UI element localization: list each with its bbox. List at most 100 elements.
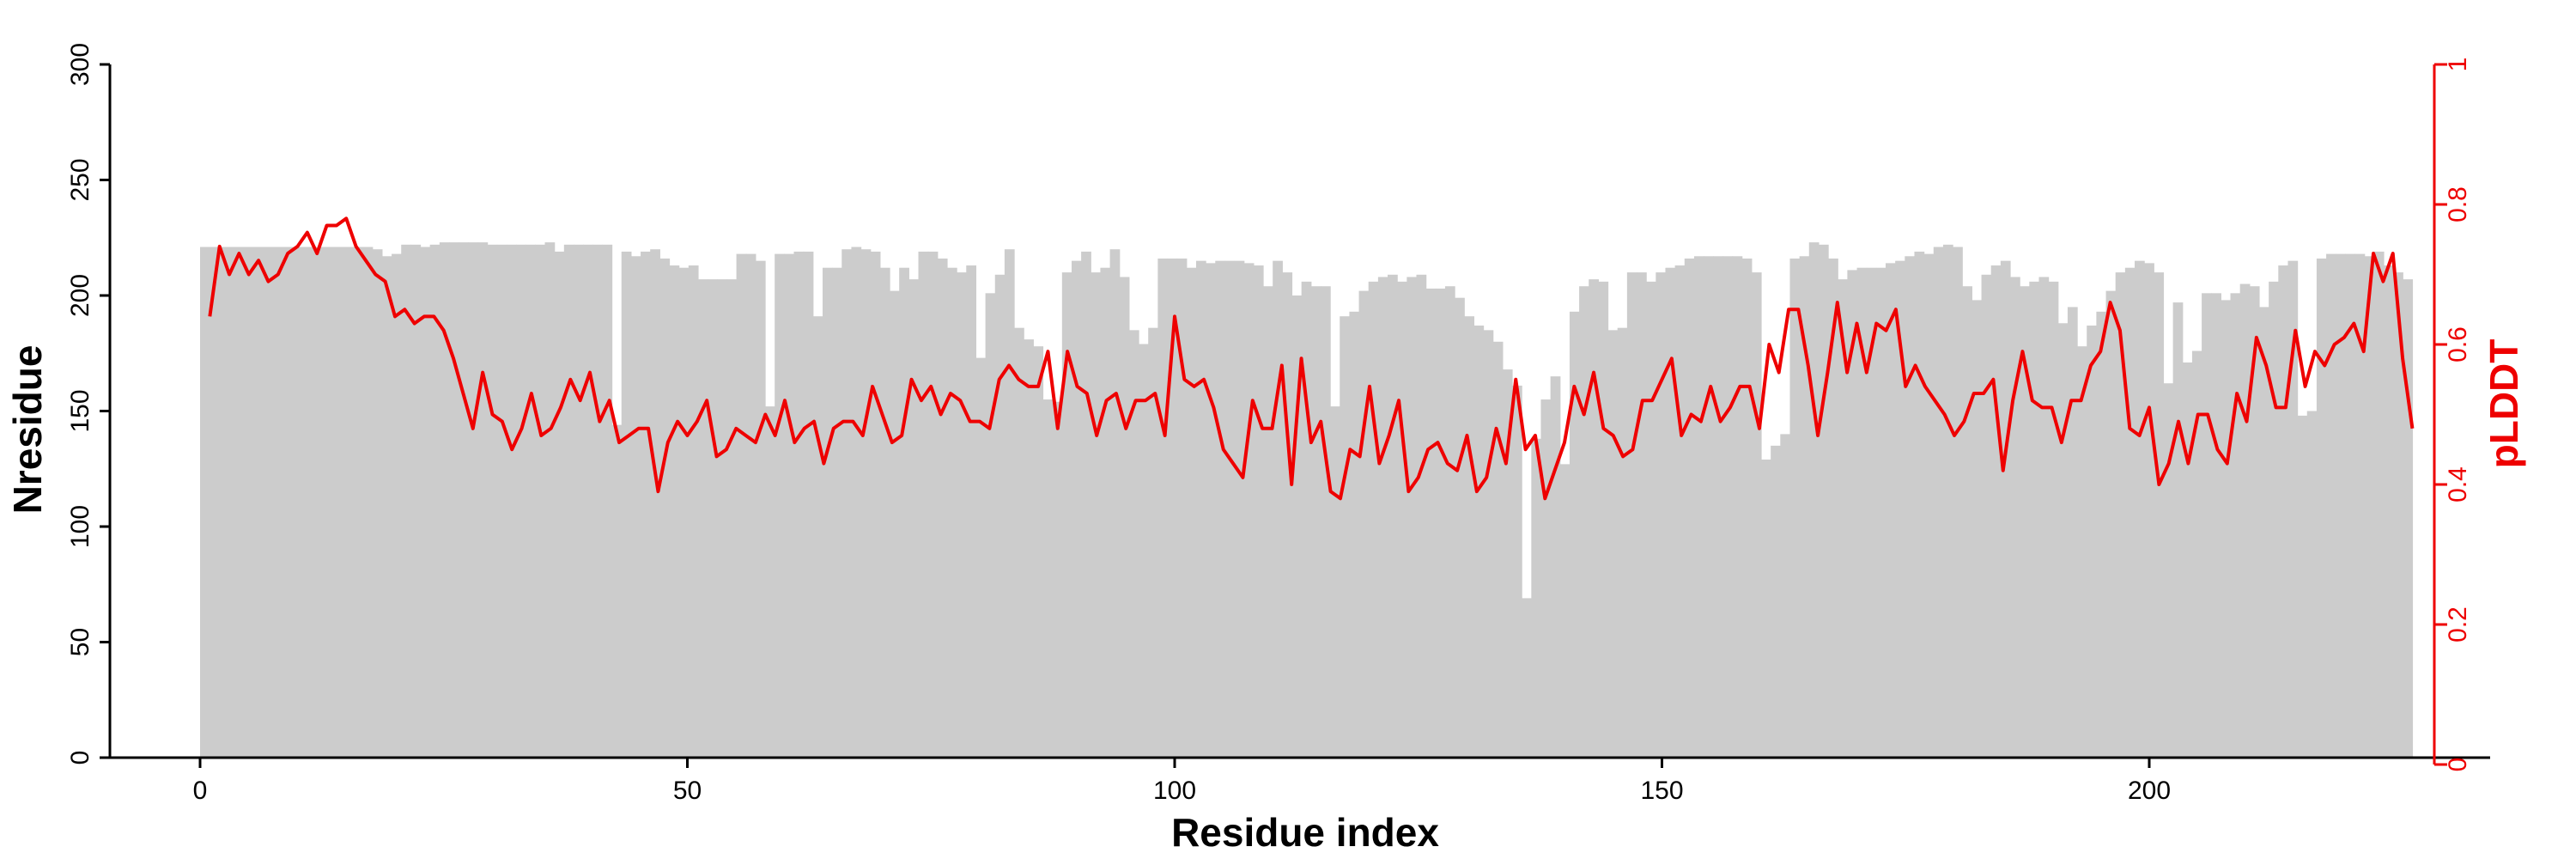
y-tick-label: 150 — [66, 389, 94, 432]
bar — [1483, 330, 1494, 758]
bar — [2154, 272, 2165, 758]
bar — [334, 247, 344, 758]
bar — [343, 247, 355, 758]
bar — [1425, 288, 1437, 758]
bar — [573, 244, 584, 758]
bar — [832, 267, 842, 758]
bar — [1656, 272, 1667, 758]
bar — [1061, 272, 1072, 758]
bar — [1866, 267, 1877, 758]
bar — [641, 251, 651, 758]
bar — [793, 251, 805, 758]
x-tick-label: 200 — [2128, 777, 2171, 805]
bar — [927, 251, 939, 758]
bar — [1598, 281, 1609, 758]
bar — [1081, 251, 1091, 758]
bar — [1512, 385, 1522, 758]
bar — [487, 244, 498, 758]
bar — [669, 265, 680, 758]
bar — [1263, 286, 1273, 758]
bar — [1540, 399, 1552, 758]
bar — [1522, 598, 1532, 758]
bar — [957, 272, 967, 758]
bar — [812, 316, 823, 758]
bar — [1195, 260, 1206, 758]
bar — [1847, 270, 1858, 758]
bar — [611, 424, 623, 758]
bar — [2373, 251, 2385, 758]
bar — [775, 253, 785, 758]
bar — [583, 244, 593, 758]
x-axis-title: Residue index — [1171, 810, 1439, 855]
bar — [2077, 346, 2087, 758]
bar — [2144, 263, 2154, 758]
bar — [1215, 260, 1226, 758]
bar — [1771, 445, 1781, 758]
bar — [890, 290, 900, 758]
bar — [2087, 325, 2097, 758]
y2-tick-label: 0.8 — [2444, 186, 2472, 222]
bar — [381, 256, 392, 758]
bar — [1148, 327, 1158, 758]
y-tick-label: 250 — [66, 158, 94, 201]
bar — [2364, 256, 2375, 758]
bar — [448, 242, 459, 758]
bar — [755, 260, 766, 758]
x-tick-label: 150 — [1640, 777, 1683, 805]
bar — [1808, 242, 1820, 758]
bar — [650, 249, 660, 758]
bar — [1014, 327, 1024, 758]
y2-tick-label: 0 — [2444, 758, 2472, 772]
bar — [1579, 286, 1589, 758]
bar — [1435, 288, 1446, 758]
bar — [276, 247, 287, 758]
bar — [2403, 279, 2414, 758]
bar — [1617, 327, 1628, 758]
bar — [2163, 383, 2174, 758]
bar — [459, 242, 469, 758]
x-tick-label: 50 — [673, 777, 702, 805]
bar — [745, 253, 756, 758]
bar — [219, 247, 230, 758]
bar — [1704, 256, 1714, 758]
bar — [822, 267, 833, 758]
bar — [1004, 249, 1015, 758]
bar — [994, 274, 1005, 758]
bar — [697, 279, 708, 758]
bar — [210, 247, 220, 758]
bar — [1455, 297, 1465, 758]
bar — [2278, 265, 2289, 758]
bar — [1674, 265, 1686, 758]
bar — [1340, 316, 1351, 758]
bar — [228, 247, 240, 758]
bar — [2221, 300, 2232, 758]
bar — [526, 244, 536, 758]
bar — [1684, 258, 1695, 758]
bar — [1741, 258, 1753, 758]
bar — [1693, 256, 1704, 758]
bar — [879, 267, 890, 758]
bar — [2239, 283, 2251, 758]
bar — [975, 357, 987, 758]
bar — [1358, 290, 1370, 758]
bar — [1607, 330, 1619, 758]
bar — [2105, 290, 2117, 758]
bar — [2057, 323, 2069, 758]
bar — [496, 244, 507, 758]
bar — [1291, 295, 1303, 758]
bar — [1243, 263, 1255, 758]
bar — [2191, 350, 2202, 758]
y-axis-title: Nresidue — [5, 345, 50, 515]
bar — [2020, 286, 2030, 758]
bar — [535, 244, 546, 758]
bar — [1033, 346, 1044, 758]
bar — [1550, 376, 1561, 758]
bar — [1962, 286, 1972, 758]
bar — [2115, 272, 2126, 758]
bar — [1856, 267, 1868, 758]
bar — [1349, 311, 1360, 758]
bar — [1052, 401, 1063, 758]
bar — [1799, 256, 1810, 758]
bar — [1100, 267, 1111, 758]
bar — [2211, 293, 2221, 758]
